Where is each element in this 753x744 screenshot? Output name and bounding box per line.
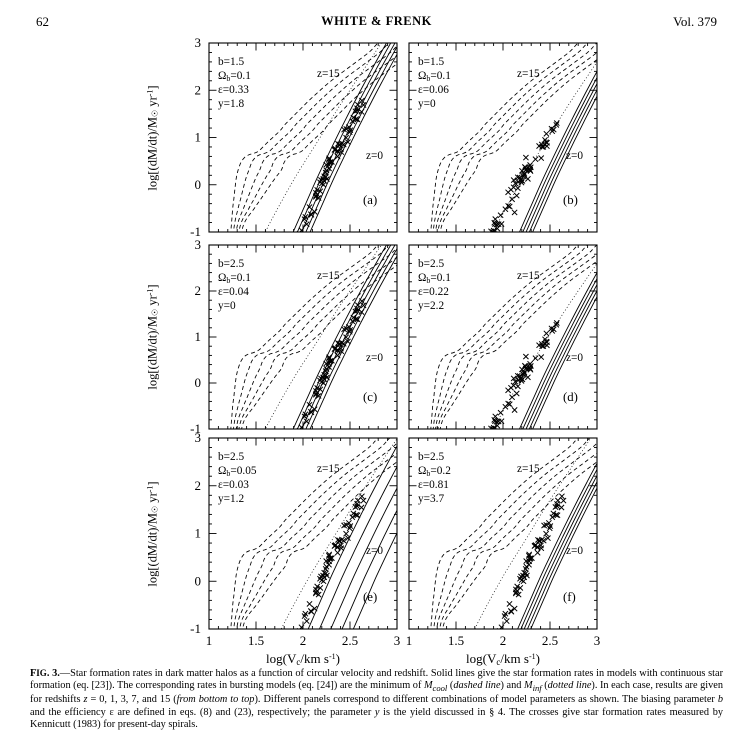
- svg-text:2: 2: [500, 633, 507, 648]
- svg-text:1: 1: [195, 329, 202, 344]
- svg-text:0: 0: [195, 177, 202, 192]
- svg-text:3: 3: [594, 633, 601, 648]
- svg-text:1.5: 1.5: [448, 633, 464, 648]
- svg-text:1.5: 1.5: [248, 633, 264, 648]
- svg-text:1: 1: [195, 526, 202, 541]
- svg-text:3: 3: [394, 633, 401, 648]
- svg-text:2.5: 2.5: [342, 633, 358, 648]
- svg-text:3: 3: [195, 237, 202, 252]
- svg-text:2: 2: [195, 478, 202, 493]
- svg-text:0: 0: [195, 573, 202, 588]
- svg-text:3: 3: [195, 430, 202, 445]
- svg-text:2.5: 2.5: [542, 633, 558, 648]
- svg-text:3: 3: [195, 35, 202, 50]
- svg-text:0: 0: [195, 375, 202, 390]
- svg-text:1: 1: [195, 130, 202, 145]
- svg-text:-1: -1: [190, 621, 201, 636]
- svg-text:2: 2: [300, 633, 307, 648]
- svg-text:2: 2: [195, 283, 202, 298]
- svg-text:1: 1: [406, 633, 413, 648]
- svg-text:2: 2: [195, 82, 202, 97]
- svg-text:1: 1: [206, 633, 213, 648]
